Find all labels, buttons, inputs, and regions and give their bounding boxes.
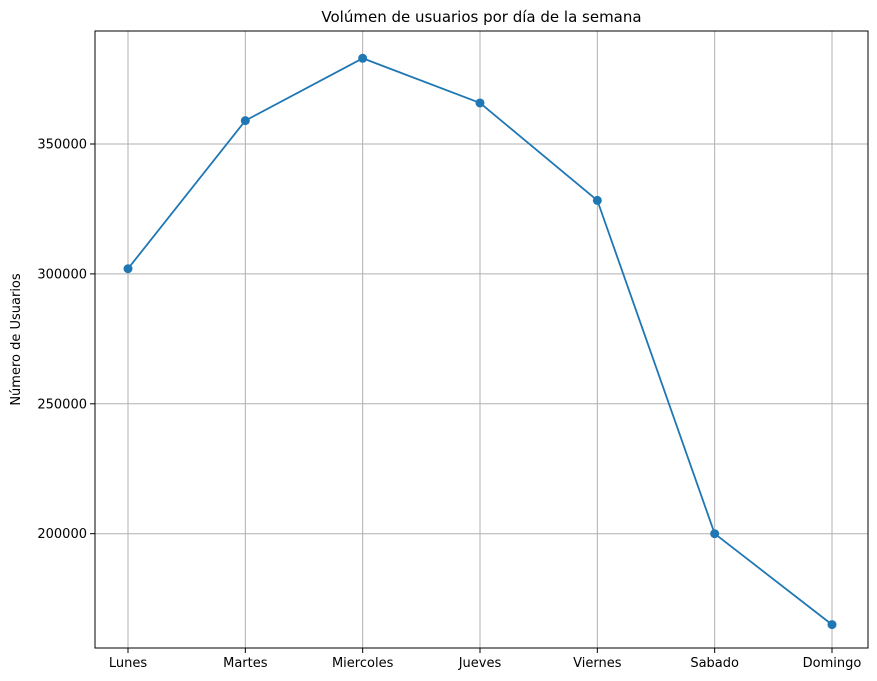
data-point-martes	[240, 116, 250, 126]
x-tick-label: Jueves	[458, 656, 502, 671]
axis-ticks: Lunes Martes Miercoles Jueves Viernes Sabado D…	[37, 138, 861, 671]
data-point-viernes	[592, 195, 602, 205]
chart-title: Volúmen de usuarios por día de la semana	[321, 8, 641, 26]
y-tick-label: 350000	[37, 138, 87, 153]
y-tick-label: 200000	[37, 527, 87, 542]
data-point-lunes	[123, 264, 133, 274]
data-point-domingo	[827, 620, 837, 630]
grid-lines	[95, 31, 868, 648]
data-point-jueves	[475, 98, 485, 108]
data-point-miercoles	[358, 53, 368, 63]
y-tick-label: 250000	[37, 397, 87, 412]
x-tick-label: Miercoles	[332, 656, 394, 671]
series-layer	[123, 53, 837, 630]
x-tick-label: Viernes	[573, 656, 622, 671]
x-tick-label: Sabado	[690, 656, 739, 671]
y-tick-label: 300000	[37, 267, 87, 282]
x-tick-label: Martes	[223, 656, 268, 671]
x-tick-label: Domingo	[803, 656, 862, 671]
plot-frame	[94, 30, 869, 649]
y-axis-title: Número de Usuarios	[9, 273, 24, 406]
x-tick-label: Lunes	[109, 656, 147, 671]
data-point-sabado	[710, 529, 720, 539]
